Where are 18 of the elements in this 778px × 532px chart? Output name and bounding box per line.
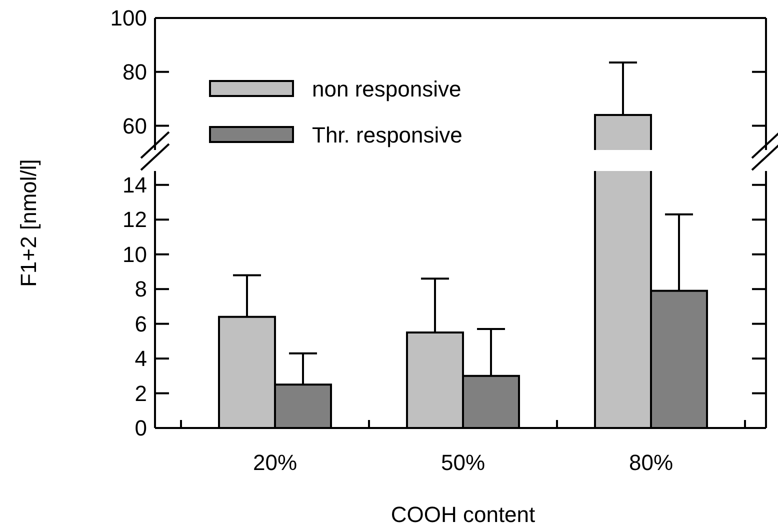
y-tick-label: 100	[110, 6, 147, 30]
y-axis-title: F1+2 [nmol/l]	[16, 159, 41, 287]
y-tick-label: 10	[122, 242, 147, 267]
y-tick-label: 4	[134, 346, 147, 372]
x-axis-title: COOH content	[390, 502, 536, 527]
x-tick-label: 20%	[252, 450, 298, 475]
y-tick-label: 12	[122, 207, 147, 232]
y-tick-label: 2	[134, 380, 147, 406]
legend-label: non responsive	[312, 76, 462, 102]
y-tick-label: 0	[134, 416, 147, 440]
x-tick-label: 80%	[628, 450, 674, 475]
legend-label: Thr. responsive	[312, 122, 462, 148]
y-tick-label: 14	[122, 172, 147, 198]
y-tick-label: 60	[122, 113, 147, 138]
y-tick-label: 8	[134, 276, 147, 302]
y-tick-label: 80	[122, 59, 147, 84]
x-tick-label: 50%	[440, 450, 486, 475]
y-tick-label: 6	[134, 311, 147, 336]
